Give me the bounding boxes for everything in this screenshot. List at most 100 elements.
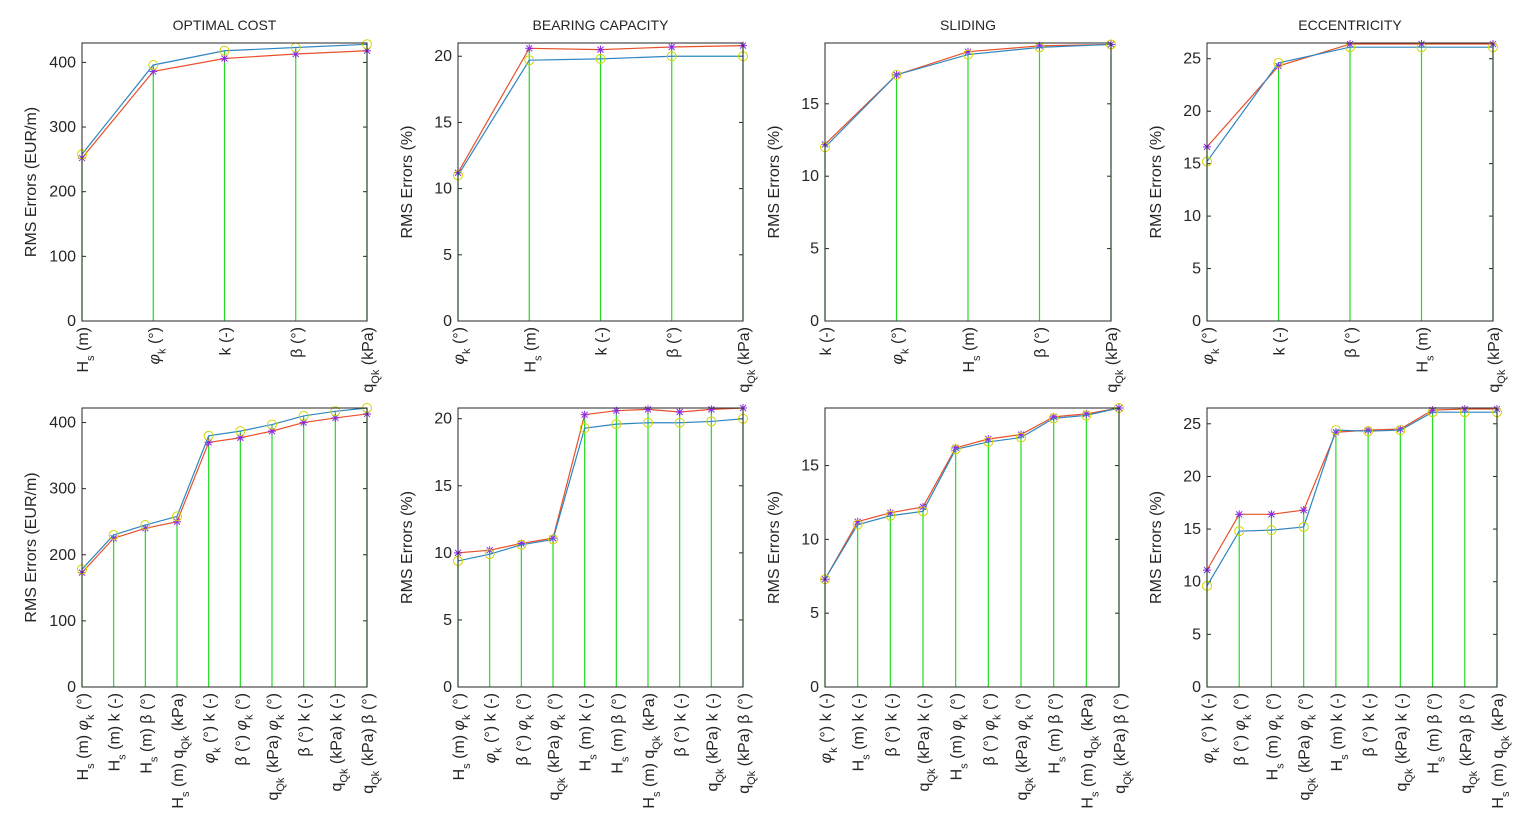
data-point-star	[1235, 510, 1244, 519]
data-point-circle	[235, 426, 246, 437]
data-point-star	[580, 410, 589, 419]
data-point-circle	[548, 534, 558, 545]
y-tick-label: 5	[810, 241, 819, 258]
x-tick-label: k (-)	[594, 327, 611, 355]
x-tick-label: φk (°)	[146, 327, 168, 364]
data-point-circle	[1234, 526, 1245, 537]
chart-title: SLIDING	[940, 17, 996, 33]
y-tick-label: 400	[49, 415, 76, 432]
series-line-series_a	[457, 407, 744, 554]
x-tick-label: Hs (m) φk (°)	[949, 693, 971, 780]
x-tick-label: β (°)	[289, 327, 306, 358]
data-point-star	[236, 433, 245, 442]
data-point-star	[173, 517, 181, 526]
data-point-star	[1299, 506, 1308, 515]
data-point-circle	[611, 419, 622, 430]
y-axis-label: RMS Errors (%)	[1148, 491, 1165, 604]
x-tick-label: qQk (kPa) φk (°)	[265, 693, 287, 801]
data-point-star	[1364, 426, 1373, 435]
x-tick-label: qQk (kPa)	[736, 327, 758, 393]
x-tick-label: Hs (m)	[75, 327, 97, 373]
x-tick-label: Hs (m)	[522, 327, 544, 373]
data-point-circle	[1330, 425, 1341, 436]
y-tick-label: 0	[67, 679, 76, 696]
y-tick-label: 15	[1183, 521, 1201, 538]
series-line-series_b	[81, 43, 368, 155]
axes-frame	[824, 42, 1112, 322]
data-point-circle	[1298, 521, 1309, 532]
series-line-series_b	[824, 407, 1120, 580]
x-tick-label: qQk (kPa) β (°)	[736, 693, 758, 794]
chart-panel-5: RMS Errors (EUR/m) 0 100 200 300 400 Hs (m) φk…	[23, 403, 382, 809]
x-tick-label: φk (°) k (-)	[202, 693, 224, 763]
data-point-circle	[1048, 413, 1059, 424]
y-axis-label: RMS Errors (%)	[1148, 126, 1165, 239]
x-tick-label: Hs (m)	[1415, 327, 1437, 373]
data-point-star	[268, 427, 276, 436]
x-tick-label: k (-)	[1272, 327, 1289, 355]
y-tick-label: 5	[1192, 261, 1201, 278]
series-line-series_b	[1206, 46, 1493, 162]
y-tick-label: 15	[434, 478, 452, 495]
y-axis-label: RMS Errors (%)	[399, 491, 416, 604]
x-tick-label: qQk (kPa) β (°)	[1112, 693, 1134, 794]
x-tick-label: β (°) k (-)	[883, 693, 900, 757]
chart-panel-3: SLIDING RMS Errors (%) 0 5 10 15 k (-) φk (°) Hs…	[766, 17, 1126, 393]
y-tick-label: 15	[801, 96, 819, 113]
y-tick-label: 0	[1192, 679, 1201, 696]
x-tick-label: Hs (m) β (°)	[1047, 693, 1069, 774]
y-tick-label: 15	[434, 114, 452, 131]
data-point-star	[707, 405, 716, 414]
y-tick-label: 5	[1192, 626, 1201, 643]
y-tick-label: 10	[801, 168, 819, 185]
data-point-circle	[885, 510, 896, 521]
x-tick-label: Hs (m) qQk (kPa)	[641, 693, 663, 809]
data-point-circle	[484, 549, 495, 560]
data-point-circle	[1266, 525, 1277, 536]
data-point-star	[1267, 510, 1276, 519]
x-tick-label: β (°) φk (°)	[514, 693, 536, 766]
x-tick-label: qQk (kPa) β (°)	[1458, 693, 1480, 794]
y-tick-label: 100	[49, 248, 76, 265]
x-tick-label: φk (°)	[1200, 327, 1222, 364]
x-tick-label: k (-)	[818, 327, 835, 355]
series-line-series_b	[1206, 411, 1497, 587]
data-point-star	[1396, 425, 1405, 434]
data-point-circle	[891, 69, 902, 80]
y-tick-label: 10	[434, 545, 452, 562]
y-axis-label: RMS Errors (%)	[766, 491, 783, 604]
x-tick-label: qQk (kPa) k (-)	[1393, 693, 1415, 792]
x-tick-label: Hs (m) qQk (kPa)	[1079, 693, 1101, 809]
y-tick-label: 0	[810, 313, 819, 330]
x-tick-label: Hs (m) β (°)	[1426, 693, 1448, 774]
data-point-circle	[108, 529, 119, 540]
y-tick-label: 5	[810, 605, 819, 622]
chart-title: OPTIMAL COST	[173, 17, 277, 33]
x-tick-label: qQk (kPa)	[1486, 327, 1508, 393]
data-point-circle	[1363, 426, 1374, 437]
data-point-circle	[1395, 425, 1406, 436]
axes-frame	[1206, 407, 1498, 688]
series-line-series_a	[81, 413, 368, 574]
y-tick-label: 0	[1192, 313, 1201, 330]
y-tick-label: 5	[443, 612, 452, 629]
data-point-circle	[918, 506, 928, 517]
x-tick-label: qQk (kPa) k (-)	[916, 693, 938, 792]
x-tick-label: qQk (kPa)	[1104, 327, 1126, 393]
axes-frame	[81, 42, 368, 322]
data-point-star	[331, 413, 340, 422]
data-point-circle	[706, 416, 717, 427]
series-line-series_b	[457, 418, 744, 562]
data-point-circle	[950, 444, 961, 455]
data-point-star	[644, 405, 652, 414]
data-point-star	[612, 406, 621, 415]
data-point-circle	[963, 49, 973, 60]
y-tick-label: 400	[49, 54, 76, 71]
chart-panel-1: OPTIMAL COST RMS Errors (EUR/m) 0 100 200 300…	[23, 17, 382, 393]
data-point-circle	[267, 419, 277, 430]
x-tick-label: β (°) φk (°)	[233, 693, 255, 766]
data-point-circle	[148, 59, 159, 70]
data-point-star	[596, 45, 605, 54]
axes-frame	[457, 407, 744, 688]
